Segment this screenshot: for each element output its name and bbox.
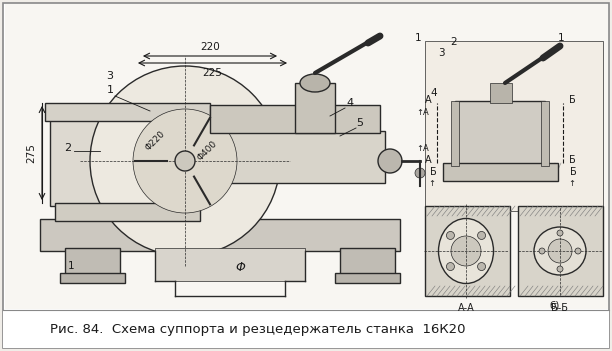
FancyBboxPatch shape bbox=[518, 206, 603, 296]
Bar bbox=[155, 248, 305, 281]
Text: 1: 1 bbox=[68, 261, 75, 271]
Text: 4: 4 bbox=[430, 88, 436, 98]
Text: А: А bbox=[425, 155, 431, 165]
Bar bbox=[45, 103, 210, 121]
Circle shape bbox=[446, 231, 455, 239]
Text: 1: 1 bbox=[415, 33, 422, 43]
Circle shape bbox=[548, 239, 572, 263]
Text: А: А bbox=[425, 95, 431, 105]
Text: б): б) bbox=[550, 301, 560, 311]
Text: 3: 3 bbox=[106, 71, 113, 81]
Bar bbox=[65, 248, 120, 276]
Text: 1: 1 bbox=[106, 85, 113, 95]
Text: ↑: ↑ bbox=[568, 179, 575, 188]
Bar bbox=[5, 4, 608, 309]
Ellipse shape bbox=[300, 74, 330, 92]
Circle shape bbox=[575, 248, 581, 254]
Text: 2: 2 bbox=[450, 37, 457, 47]
Circle shape bbox=[451, 236, 481, 266]
Bar bbox=[541, 101, 549, 166]
Text: 225: 225 bbox=[202, 68, 222, 78]
Ellipse shape bbox=[534, 227, 586, 275]
Text: Φ220: Φ220 bbox=[143, 129, 166, 153]
Text: 275: 275 bbox=[26, 143, 36, 163]
Bar bbox=[55, 203, 200, 221]
Circle shape bbox=[378, 149, 402, 173]
Text: 1: 1 bbox=[558, 33, 565, 43]
Circle shape bbox=[557, 230, 563, 236]
Text: Φ400: Φ400 bbox=[195, 139, 218, 163]
Bar bbox=[40, 219, 400, 251]
Circle shape bbox=[477, 231, 485, 239]
Text: А-А: А-А bbox=[458, 303, 474, 313]
FancyBboxPatch shape bbox=[425, 206, 510, 296]
Bar bbox=[200, 131, 385, 183]
Ellipse shape bbox=[439, 219, 493, 284]
Bar bbox=[3, 310, 609, 348]
Circle shape bbox=[477, 263, 485, 271]
Text: Φ: Φ bbox=[235, 261, 245, 274]
Text: 4: 4 bbox=[346, 98, 354, 108]
Bar bbox=[451, 101, 459, 166]
Bar bbox=[455, 101, 545, 166]
Circle shape bbox=[539, 248, 545, 254]
Bar bbox=[425, 41, 603, 211]
Bar bbox=[50, 116, 205, 206]
Text: Рис. 84.  Схема суппорта и резцедержатель станка  16К20: Рис. 84. Схема суппорта и резцедержатель… bbox=[50, 323, 466, 336]
Text: 5: 5 bbox=[357, 118, 364, 128]
Text: 2: 2 bbox=[64, 143, 72, 153]
Text: Б: Б bbox=[569, 155, 575, 165]
Bar bbox=[335, 273, 400, 283]
Text: ↑А: ↑А bbox=[417, 144, 430, 153]
Bar bbox=[443, 163, 558, 181]
Circle shape bbox=[133, 109, 237, 213]
Text: 220: 220 bbox=[200, 42, 220, 52]
Text: Б: Б bbox=[569, 95, 575, 105]
Circle shape bbox=[557, 266, 563, 272]
Text: Б-Б: Б-Б bbox=[551, 303, 569, 313]
Bar bbox=[210, 105, 380, 133]
Text: ↑А: ↑А bbox=[417, 108, 430, 117]
Text: Б: Б bbox=[430, 167, 437, 177]
Circle shape bbox=[90, 66, 280, 256]
Text: Б: Б bbox=[570, 167, 577, 177]
Bar bbox=[340, 248, 395, 276]
Bar bbox=[490, 83, 512, 103]
Circle shape bbox=[446, 263, 455, 271]
Circle shape bbox=[415, 168, 425, 178]
Circle shape bbox=[175, 151, 195, 171]
Bar bbox=[295, 83, 335, 133]
Text: ↑: ↑ bbox=[428, 179, 435, 188]
Text: 3: 3 bbox=[438, 48, 445, 58]
Bar bbox=[60, 273, 125, 283]
